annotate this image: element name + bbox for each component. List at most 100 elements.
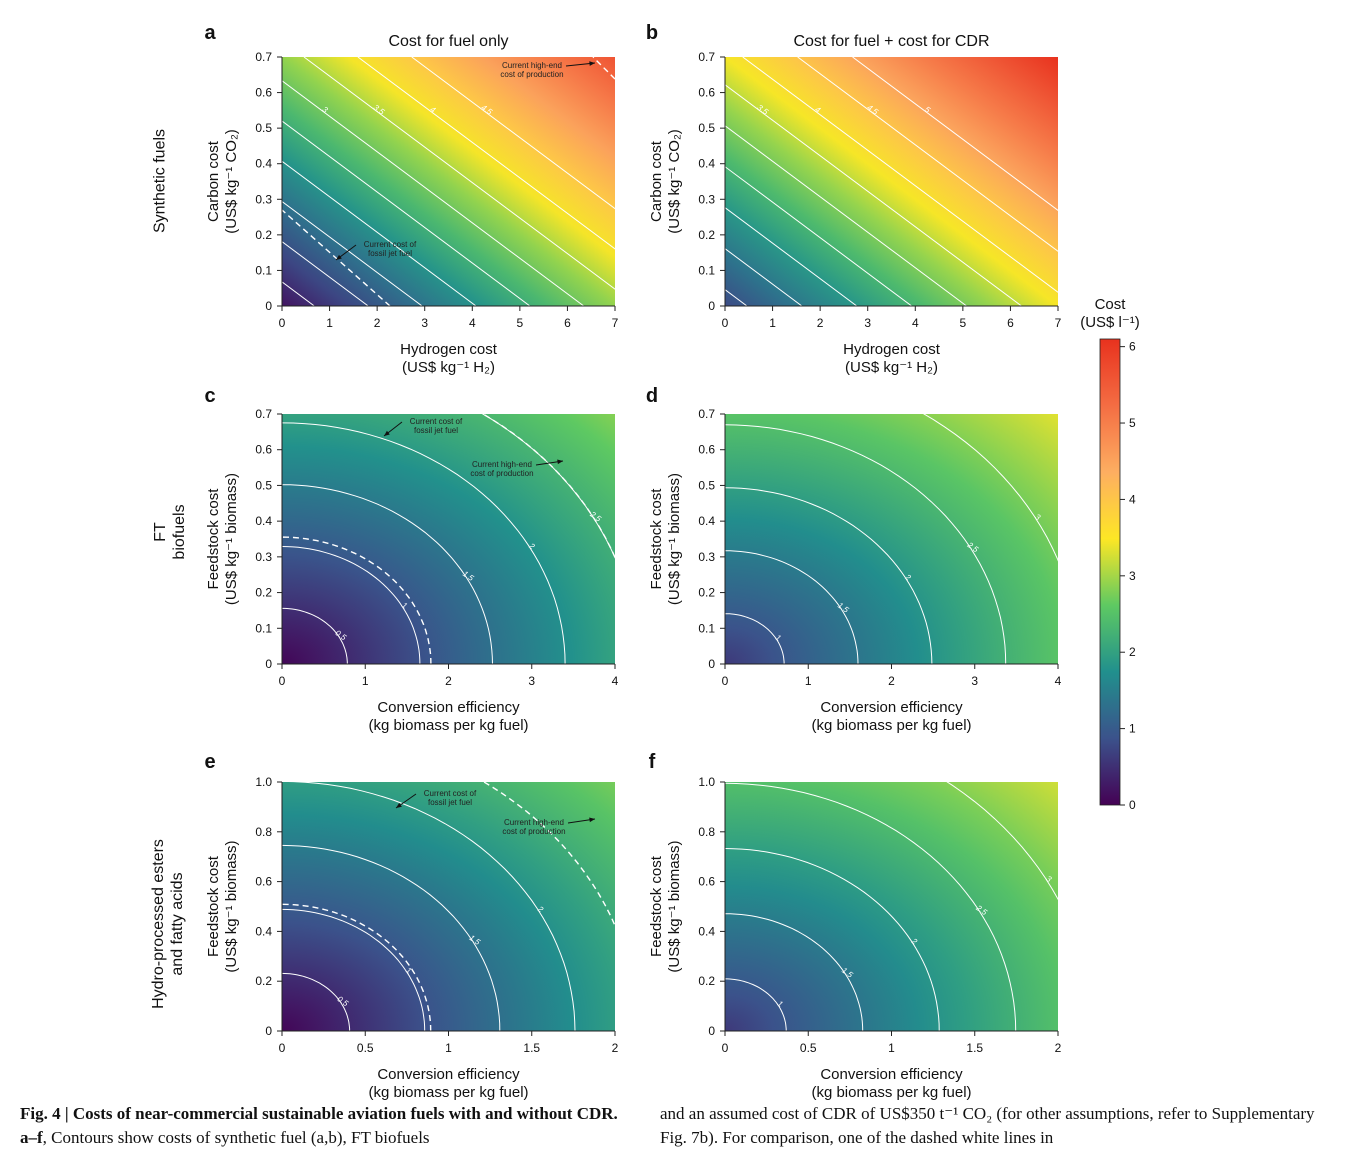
y-axis-label: Feedstock cost [648,855,665,957]
y-tick-label: 0 [265,1024,272,1038]
y-tick-label: 0.7 [698,407,715,421]
annotation-arrowhead [557,459,563,465]
row-label-line: biofuels [171,504,188,560]
contour-label: 2 [909,936,919,947]
contour-line [282,546,421,664]
contour-label: 2.5 [645,102,661,117]
contour-line [852,57,1058,211]
contour-line [282,844,501,1031]
colorbar-tick-label: 2 [1129,645,1136,659]
contour-line [725,84,1022,306]
y-tick-label: 0.2 [255,228,272,242]
contour-line [411,57,615,210]
x-tick-label: 0.5 [800,1041,817,1055]
annotation-arrowhead [384,430,390,436]
y-tick-label: 0.4 [255,157,272,171]
y-tick-label: 0.7 [255,407,272,421]
x-tick-label: 1 [888,1041,895,1055]
contour-line [923,414,1058,562]
colorbar-tick-label: 1 [1129,722,1136,736]
contour-line [725,848,940,1031]
row-label-line: Hydro-processed esters [150,839,167,1009]
contour-line [282,908,426,1031]
contour-label: 4 [813,105,822,115]
y-tick-label: 0 [708,1024,715,1038]
colorbar-gradient [1099,338,1121,806]
caption-bold: Fig. 4 | Costs of near-commercial sustai… [20,1104,618,1147]
contour-label: 1.5 [156,103,171,117]
y-tick-label: 0.5 [698,121,715,135]
x-axis-label: Hydrogen cost [843,341,941,358]
heatmap-e [282,782,615,1031]
y-tick-label: 0 [708,299,715,313]
x-tick-label: 3 [421,316,428,330]
y-tick-label: 0 [265,657,272,671]
contour-line [282,200,423,306]
y-tick-label: 0.4 [255,924,272,938]
annotation-arrowhead [396,802,402,808]
y-tick-label: 0.2 [255,974,272,988]
x-tick-label: 4 [612,674,619,688]
dashed-highend-line [592,56,616,80]
contour-label: 2 [535,904,545,915]
y-axis-label: Feedstock cost [648,488,665,590]
x-tick-label: 4 [469,316,476,330]
y-tick-label: 0.4 [698,924,715,938]
x-tick-label: 0.5 [357,1041,374,1055]
y-tick-label: 0.6 [698,875,715,889]
x-tick-label: 2 [817,316,824,330]
contour-label: 1 [774,633,783,643]
x-tick-label: 4 [1055,674,1062,688]
y-tick-label: 0.1 [698,621,715,635]
row-label: Synthetic fuels [151,129,170,233]
y-tick-label: 0.3 [698,550,715,564]
y-tick-label: 0.2 [698,974,715,988]
y-tick-label: 1.0 [698,775,715,789]
x-tick-label: 4 [912,316,919,330]
annotation-text: Current cost of [364,240,417,249]
y-tick-label: 0.6 [698,86,715,100]
contour-line [282,120,531,306]
contour-label: 2 [903,572,913,583]
contour-label: 1 [776,999,785,1009]
colorbar-tick-label: 3 [1129,569,1136,583]
contours-b: 11.522.533.544.55 [645,57,1058,306]
annotation-text: fossil jet fuel [368,249,412,258]
contour-label: 2 [527,541,537,552]
y-axis-label: Carbon cost [205,140,222,222]
contour-label: 1 [105,105,114,115]
x-tick-label: 3 [864,316,871,330]
colorbar-tick-label: 5 [1129,416,1136,430]
y-tick-label: 0.5 [255,478,272,492]
panel-letter: a [204,22,216,44]
annotation-arrowhead [589,61,595,66]
y-tick-label: 0.4 [698,514,715,528]
x-tick-label: 0 [722,674,729,688]
y-tick-label: 0.3 [255,192,272,206]
contour-label: 2.5 [263,102,279,117]
contour-line [282,422,566,664]
y-tick-label: 1.0 [255,775,272,789]
y-tick-label: 0.5 [255,121,272,135]
contour-line [725,125,967,306]
x-tick-label: 1 [362,674,369,688]
row-label: Hydro-processed esters and fatty acids [149,839,187,1009]
contour-line [725,207,858,306]
colorbar-tick-label: 0 [1129,798,1136,812]
y-tick-label: 0.7 [698,50,715,64]
dashed-fossil-line [282,903,432,1031]
x-tick-label: 3 [528,674,535,688]
annotation-text: Current cost of [424,789,477,798]
y-tick-label: 0.4 [255,514,272,528]
y-tick-label: 0.6 [255,875,272,889]
contour-line [725,782,1017,1031]
contour-line [282,972,351,1031]
contour-line [742,57,1058,293]
colorbar-unit: (US$ l⁻¹) [1080,314,1140,331]
annotation-text: Current cost of [410,417,463,426]
heatmap-c [282,414,615,664]
x-tick-label: 5 [960,316,967,330]
x-tick-label: 1.5 [523,1041,540,1055]
contour-line [725,487,933,664]
y-axis-label: (US$ kg⁻¹ biomass) [666,840,683,972]
